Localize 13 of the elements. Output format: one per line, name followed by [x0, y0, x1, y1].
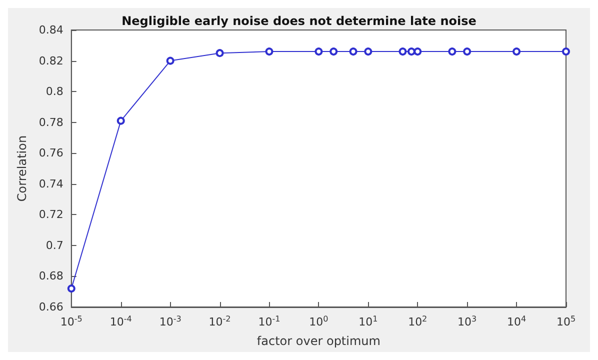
y-tick-label: 0.66: [38, 300, 64, 314]
y-tick-label: 0.82: [38, 54, 64, 68]
y-tick-label: 0.74: [38, 177, 64, 190]
y-tick-label: 0.76: [38, 146, 64, 160]
chart-title: Negligible early noise does not determine late noise: [122, 14, 476, 28]
y-tick-label: 0.84: [38, 24, 64, 36]
y-tick-label: 0.8: [46, 85, 64, 98]
x-axis-title: factor over optimum: [256, 334, 380, 348]
y-tick-label: 0.7: [46, 238, 64, 252]
y-axis-title: Correlation: [15, 135, 29, 202]
y-tick-label: 0.72: [38, 208, 64, 222]
y-tick-label: 0.78: [38, 116, 64, 129]
y-tick-label: 0.68: [38, 270, 64, 283]
